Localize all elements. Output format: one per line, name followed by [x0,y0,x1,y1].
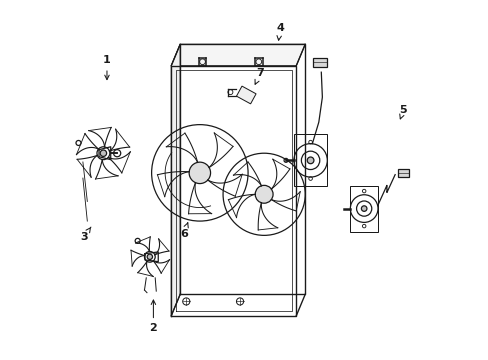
Text: 4: 4 [276,23,284,40]
Text: 6: 6 [180,223,188,239]
Circle shape [306,157,313,164]
Circle shape [147,254,152,260]
Text: 5: 5 [399,105,407,119]
Polygon shape [171,44,180,316]
Polygon shape [236,86,256,104]
Circle shape [361,206,366,211]
Text: 2: 2 [149,300,157,333]
Circle shape [189,162,210,184]
Text: 7: 7 [255,68,264,84]
Bar [293,134,326,186]
Text: 1: 1 [103,55,111,80]
Text: 3: 3 [80,227,91,242]
Bar [397,169,408,177]
Bar [313,58,326,67]
Polygon shape [171,44,305,66]
Circle shape [100,150,106,157]
Circle shape [255,185,272,203]
Bar [350,185,377,231]
